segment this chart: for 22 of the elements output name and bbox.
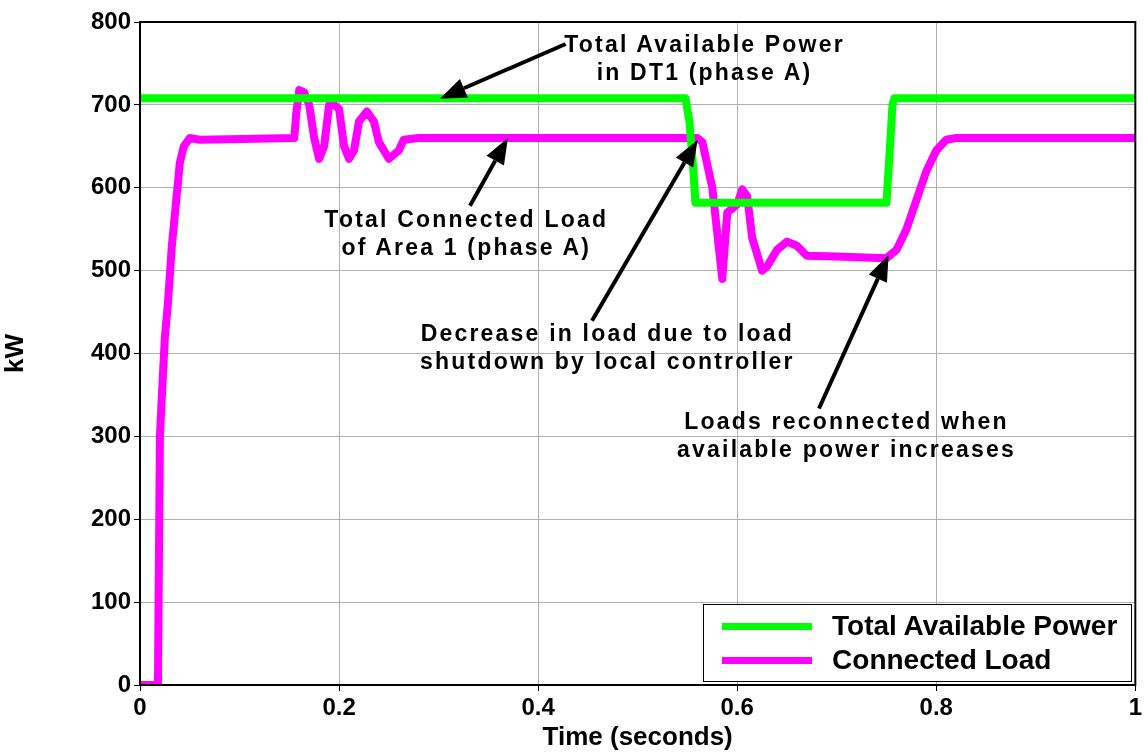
y-tick-label: 400 — [90, 338, 131, 366]
y-tick-label: 800 — [90, 6, 131, 34]
legend-label: Total Available Power — [832, 610, 1118, 642]
annotation: Loads reconnected when available power increases — [677, 406, 1016, 463]
x-axis-title: Time (seconds) — [542, 720, 733, 751]
annotation: Total Available Power in DT1 (phase A) — [564, 30, 845, 87]
y-tick-label: 100 — [90, 586, 131, 614]
legend-label: Connected Load — [832, 644, 1052, 676]
y-tick-label: 0 — [117, 669, 131, 697]
annotation: Total Connected Load of Area 1 (phase A) — [324, 205, 609, 262]
y-tick-label: 600 — [90, 172, 131, 200]
y-tick-label: 500 — [90, 255, 131, 283]
x-tick-label: 0.4 — [521, 693, 556, 721]
y-tick-label: 200 — [90, 503, 131, 531]
x-tick-label: 1 — [1128, 693, 1143, 721]
x-tick-label: 0.2 — [322, 693, 356, 721]
y-tick-label: 300 — [90, 421, 131, 448]
x-tick-label: 0.8 — [919, 693, 953, 721]
x-tick-label: 0.6 — [720, 693, 754, 721]
y-tick-label: 700 — [90, 89, 131, 117]
annotation: Decrease in load due to load shutdown by local controller — [420, 319, 795, 375]
y-axis-title: kW — [0, 333, 29, 373]
